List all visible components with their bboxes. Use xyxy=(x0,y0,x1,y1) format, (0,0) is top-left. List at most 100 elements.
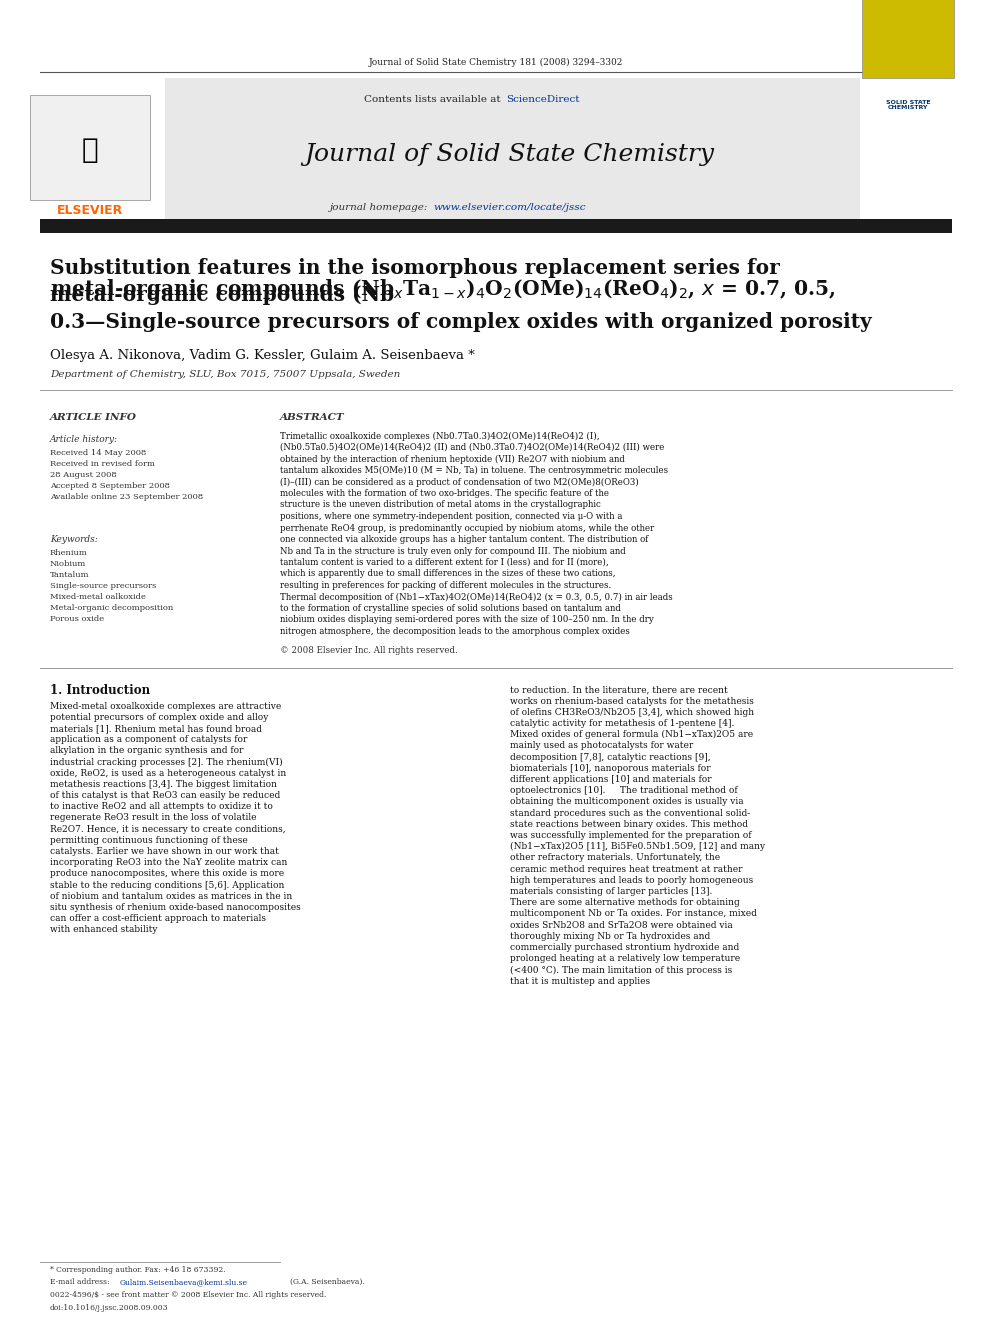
Text: resulting in preferences for packing of different molecules in the structures.: resulting in preferences for packing of … xyxy=(280,581,611,590)
Text: optoelectronics [10].     The traditional method of: optoelectronics [10]. The traditional me… xyxy=(510,786,738,795)
Text: (Nb1−xTax)2O5 [11], Bi5Fe0.5Nb1.5O9, [12] and many: (Nb1−xTax)2O5 [11], Bi5Fe0.5Nb1.5O9, [12… xyxy=(510,843,765,852)
Text: commercially purchased strontium hydroxide and: commercially purchased strontium hydroxi… xyxy=(510,943,739,953)
Text: one connected via alkoxide groups has a higher tantalum content. The distributio: one connected via alkoxide groups has a … xyxy=(280,534,649,544)
Text: E-mail address:: E-mail address: xyxy=(50,1278,112,1286)
Text: obtaining the multicomponent oxides is usually via: obtaining the multicomponent oxides is u… xyxy=(510,798,744,807)
Text: materials consisting of larger particles [13].: materials consisting of larger particles… xyxy=(510,888,712,896)
Text: ARTICLE INFO: ARTICLE INFO xyxy=(50,414,137,422)
Text: multicomponent Nb or Ta oxides. For instance, mixed: multicomponent Nb or Ta oxides. For inst… xyxy=(510,909,757,918)
Text: produce nanocomposites, where this oxide is more: produce nanocomposites, where this oxide… xyxy=(50,869,284,878)
Text: Re2O7. Hence, it is necessary to create conditions,: Re2O7. Hence, it is necessary to create … xyxy=(50,824,286,833)
Text: of niobium and tantalum oxides as matrices in the in: of niobium and tantalum oxides as matric… xyxy=(50,892,293,901)
Text: ELSEVIER: ELSEVIER xyxy=(57,204,123,217)
Text: (I)–(III) can be considered as a product of condensation of two M2(OMe)8(OReO3): (I)–(III) can be considered as a product… xyxy=(280,478,639,487)
Text: obtained by the interaction of rhenium heptoxide (VII) Re2O7 with niobium and: obtained by the interaction of rhenium h… xyxy=(280,454,625,463)
Text: Mixed-metal oalkoxide: Mixed-metal oalkoxide xyxy=(50,593,146,601)
Text: potential precursors of complex oxide and alloy: potential precursors of complex oxide an… xyxy=(50,713,269,722)
Text: different applications [10] and materials for: different applications [10] and material… xyxy=(510,775,711,785)
Text: decomposition [7,8], catalytic reactions [9],: decomposition [7,8], catalytic reactions… xyxy=(510,753,710,762)
Text: situ synthesis of rhenium oxide-based nanocomposites: situ synthesis of rhenium oxide-based na… xyxy=(50,904,301,912)
Text: incorporating ReO3 into the NaY zeolite matrix can: incorporating ReO3 into the NaY zeolite … xyxy=(50,859,288,868)
Text: to inactive ReO2 and all attempts to oxidize it to: to inactive ReO2 and all attempts to oxi… xyxy=(50,802,273,811)
Text: Tantalum: Tantalum xyxy=(50,572,89,579)
Text: Received in revised form: Received in revised form xyxy=(50,460,155,468)
Text: metal-organic compounds (Nb: metal-organic compounds (Nb xyxy=(50,284,394,306)
Text: SOLID STATE
CHEMISTRY: SOLID STATE CHEMISTRY xyxy=(886,99,930,110)
Text: standard procedures such as the conventional solid-: standard procedures such as the conventi… xyxy=(510,808,750,818)
Text: There are some alternative methods for obtaining: There are some alternative methods for o… xyxy=(510,898,740,908)
Text: other refractory materials. Unfortunately, the: other refractory materials. Unfortunatel… xyxy=(510,853,720,863)
Text: to reduction. In the literature, there are recent: to reduction. In the literature, there a… xyxy=(510,685,728,695)
Text: catalysts. Earlier we have shown in our work that: catalysts. Earlier we have shown in our … xyxy=(50,847,279,856)
Text: thoroughly mixing Nb or Ta hydroxides and: thoroughly mixing Nb or Ta hydroxides an… xyxy=(510,931,710,941)
Text: 28 August 2008: 28 August 2008 xyxy=(50,471,117,479)
Text: with enhanced stability: with enhanced stability xyxy=(50,926,158,934)
Text: perrhenate ReO4 group, is predominantly occupied by niobium atoms, while the oth: perrhenate ReO4 group, is predominantly … xyxy=(280,524,655,532)
Text: of this catalyst is that ReO3 can easily be reduced: of this catalyst is that ReO3 can easily… xyxy=(50,791,281,800)
Text: ceramic method requires heat treatment at rather: ceramic method requires heat treatment a… xyxy=(510,865,742,873)
Text: metathesis reactions [3,4]. The biggest limitation: metathesis reactions [3,4]. The biggest … xyxy=(50,779,277,789)
Text: ScienceDirect: ScienceDirect xyxy=(506,95,579,105)
Text: Mixed-metal oxoalkoxide complexes are attractive: Mixed-metal oxoalkoxide complexes are at… xyxy=(50,701,282,710)
Text: Metal-organic decomposition: Metal-organic decomposition xyxy=(50,605,174,613)
Text: Journal of Solid State Chemistry 181 (2008) 3294–3302: Journal of Solid State Chemistry 181 (20… xyxy=(369,57,623,66)
Text: Department of Chemistry, SLU, Box 7015, 75007 Uppsala, Sweden: Department of Chemistry, SLU, Box 7015, … xyxy=(50,370,400,380)
Text: * Corresponding author. Fax: +46 18 673392.: * Corresponding author. Fax: +46 18 6733… xyxy=(50,1266,225,1274)
Text: Mixed oxides of general formula (Nb1−xTax)2O5 are: Mixed oxides of general formula (Nb1−xTa… xyxy=(510,730,753,740)
Text: alkylation in the organic synthesis and for: alkylation in the organic synthesis and … xyxy=(50,746,243,755)
Text: (G.A. Seisenbaeva).: (G.A. Seisenbaeva). xyxy=(290,1278,365,1286)
Text: 0022-4596/$ - see front matter © 2008 Elsevier Inc. All rights reserved.: 0022-4596/$ - see front matter © 2008 El… xyxy=(50,1291,326,1299)
Text: Keywords:: Keywords: xyxy=(50,536,98,545)
Text: positions, where one symmetry-independent position, connected via μ-O with a: positions, where one symmetry-independen… xyxy=(280,512,622,521)
Text: can offer a cost-efficient approach to materials: can offer a cost-efficient approach to m… xyxy=(50,914,266,923)
Text: journal homepage:: journal homepage: xyxy=(330,204,432,213)
Text: ABSTRACT: ABSTRACT xyxy=(280,414,344,422)
Text: to the formation of crystalline species of solid solutions based on tantalum and: to the formation of crystalline species … xyxy=(280,605,621,613)
Text: mainly used as photocatalysts for water: mainly used as photocatalysts for water xyxy=(510,741,693,750)
Text: oxide, ReO2, is used as a heterogeneous catalyst in: oxide, ReO2, is used as a heterogeneous … xyxy=(50,769,287,778)
Text: biomaterials [10], nanoporous materials for: biomaterials [10], nanoporous materials … xyxy=(510,763,710,773)
Text: Available online 23 September 2008: Available online 23 September 2008 xyxy=(50,493,203,501)
Text: materials [1]. Rhenium metal has found broad: materials [1]. Rhenium metal has found b… xyxy=(50,724,262,733)
Text: regenerate ReO3 result in the loss of volatile: regenerate ReO3 result in the loss of vo… xyxy=(50,814,257,823)
Text: of olefins CH3ReO3/Nb2O5 [3,4], which showed high: of olefins CH3ReO3/Nb2O5 [3,4], which sh… xyxy=(510,708,754,717)
Text: prolonged heating at a relatively low temperature: prolonged heating at a relatively low te… xyxy=(510,954,740,963)
Text: structure is the uneven distribution of metal atoms in the crystallographic: structure is the uneven distribution of … xyxy=(280,500,601,509)
Bar xyxy=(165,78,860,228)
Text: Porous oxide: Porous oxide xyxy=(50,615,104,623)
Text: Contents lists available at: Contents lists available at xyxy=(364,95,504,105)
Text: niobium oxides displaying semi-ordered pores with the size of 100–250 nm. In the: niobium oxides displaying semi-ordered p… xyxy=(280,615,654,624)
Text: molecules with the formation of two oxo-bridges. The specific feature of the: molecules with the formation of two oxo-… xyxy=(280,490,609,497)
Text: Olesya A. Nikonova, Vadim G. Kessler, Gulaim A. Seisenbaeva *: Olesya A. Nikonova, Vadim G. Kessler, Gu… xyxy=(50,348,475,361)
Text: works on rhenium-based catalysts for the metathesis: works on rhenium-based catalysts for the… xyxy=(510,697,754,705)
Bar xyxy=(40,220,952,233)
Text: nitrogen atmosphere, the decomposition leads to the amorphous complex oxides: nitrogen atmosphere, the decomposition l… xyxy=(280,627,630,636)
Text: Journal of Solid State Chemistry: Journal of Solid State Chemistry xyxy=(304,143,714,167)
Text: 1. Introduction: 1. Introduction xyxy=(50,684,150,696)
Text: Rhenium: Rhenium xyxy=(50,549,87,557)
Text: Received 14 May 2008: Received 14 May 2008 xyxy=(50,448,147,456)
Bar xyxy=(30,95,150,200)
Text: (Nb0.5Ta0.5)4O2(OMe)14(ReO4)2 (II) and (Nb0.3Ta0.7)4O2(OMe)14(ReO4)2 (III) were: (Nb0.5Ta0.5)4O2(OMe)14(ReO4)2 (II) and (… xyxy=(280,443,665,452)
Text: tantalum alkoxides M5(OMe)10 (M = Nb, Ta) in toluene. The centrosymmetric molecu: tantalum alkoxides M5(OMe)10 (M = Nb, Ta… xyxy=(280,466,669,475)
Text: tantalum content is varied to a different extent for I (less) and for II (more),: tantalum content is varied to a differen… xyxy=(280,558,609,568)
Text: Nb and Ta in the structure is truly even only for compound III. The niobium and: Nb and Ta in the structure is truly even… xyxy=(280,546,626,556)
Text: 0.3—Single-source precursors of complex oxides with organized porosity: 0.3—Single-source precursors of complex … xyxy=(50,312,872,332)
Text: high temperatures and leads to poorly homogeneous: high temperatures and leads to poorly ho… xyxy=(510,876,753,885)
Text: www.elsevier.com/locate/jssc: www.elsevier.com/locate/jssc xyxy=(434,204,586,213)
Text: Single-source precursors: Single-source precursors xyxy=(50,582,157,590)
Text: which is apparently due to small differences in the sizes of these two cations,: which is apparently due to small differe… xyxy=(280,569,616,578)
Text: metal-organic compounds (Nb$_x$Ta$_{1-x}$)$_4$O$_2$(OMe)$_{14}$(ReO$_4$)$_2$, $x: metal-organic compounds (Nb$_x$Ta$_{1-x}… xyxy=(50,277,836,302)
Text: industrial cracking processes [2]. The rhenium(VI): industrial cracking processes [2]. The r… xyxy=(50,758,283,766)
Text: 🌳: 🌳 xyxy=(81,136,98,164)
Text: stable to the reducing conditions [5,6]. Application: stable to the reducing conditions [5,6].… xyxy=(50,881,285,889)
Text: catalytic activity for metathesis of 1-pentene [4].: catalytic activity for metathesis of 1-p… xyxy=(510,720,734,728)
Text: (<400 °C). The main limitation of this process is: (<400 °C). The main limitation of this p… xyxy=(510,966,732,975)
Text: state reactions between binary oxides. This method: state reactions between binary oxides. T… xyxy=(510,820,748,830)
Text: Thermal decomposition of (Nb1−xTax)4O2(OMe)14(ReO4)2 (x = 0.3, 0.5, 0.7) in air : Thermal decomposition of (Nb1−xTax)4O2(O… xyxy=(280,593,673,602)
Text: Article history:: Article history: xyxy=(50,435,118,445)
Text: © 2008 Elsevier Inc. All rights reserved.: © 2008 Elsevier Inc. All rights reserved… xyxy=(280,646,457,655)
Text: Niobium: Niobium xyxy=(50,560,86,568)
Text: Substitution features in the isomorphous replacement series for: Substitution features in the isomorphous… xyxy=(50,258,780,278)
Text: Gulaim.Seisenbaeva@kemi.slu.se: Gulaim.Seisenbaeva@kemi.slu.se xyxy=(120,1278,248,1286)
